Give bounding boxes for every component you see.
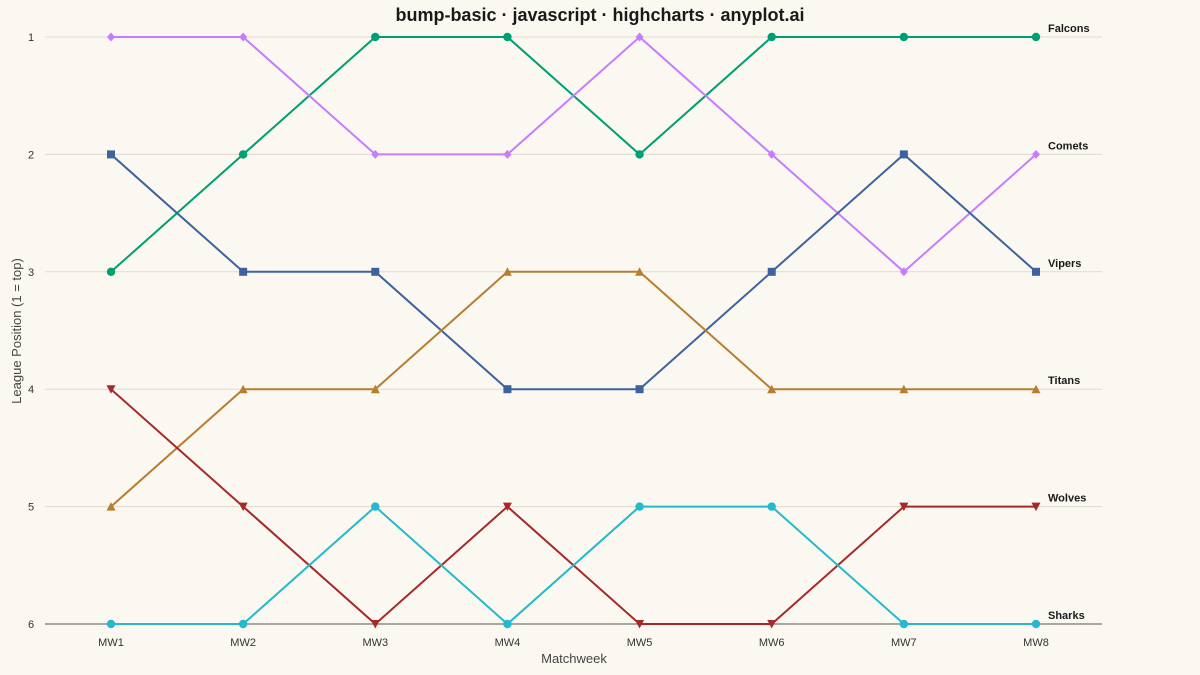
axes: 1 2 3 4 5 6 MW1 MW2 MW3 MW4 MW5 MW6 MW7 MW8 [28, 32, 1102, 649]
y-tick-label: 2 [28, 149, 34, 161]
x-tick-label: MW7 [891, 637, 917, 649]
y-tick-label: 6 [28, 619, 34, 631]
data-point [371, 149, 380, 159]
data-point [767, 502, 776, 511]
data-point [767, 620, 777, 629]
data-point [1032, 149, 1040, 159]
series-vipers: Vipers [107, 150, 1081, 394]
series-end-label: Falcons [1048, 23, 1090, 35]
series-line [111, 35, 1037, 274]
data-point [1032, 267, 1040, 276]
data-point [635, 620, 645, 629]
x-tick-label: MW6 [759, 637, 785, 649]
data-point [106, 385, 116, 394]
x-axis-label: Matchweek [541, 651, 607, 666]
data-point [503, 619, 512, 629]
data-point [503, 149, 512, 159]
data-point [767, 267, 776, 276]
data-point [238, 619, 248, 629]
series-end-label: Comets [1048, 140, 1088, 152]
data-point [107, 150, 115, 159]
data-point [238, 502, 248, 512]
data-point [1031, 502, 1041, 512]
data-point [899, 267, 908, 277]
data-point [238, 384, 248, 394]
data-point [635, 267, 645, 276]
data-point [635, 32, 644, 42]
data-point [106, 502, 116, 511]
data-point [635, 150, 644, 159]
x-tick-label: MW3 [362, 637, 388, 649]
data-point [503, 385, 512, 394]
series-end-label: Titans [1048, 375, 1080, 387]
data-point [899, 619, 909, 629]
data-point [899, 32, 909, 42]
series-group: Falcons Comets Vipers Titans Wolves Sharks [106, 23, 1090, 629]
x-tick-label: MW8 [1023, 637, 1049, 649]
series-end-label: Wolves [1048, 493, 1086, 505]
data-point [635, 385, 644, 394]
series-line [110, 153, 1037, 391]
x-tick-label: MW4 [495, 637, 521, 649]
series-end-label: Sharks [1048, 610, 1085, 622]
y-tick-label: 4 [28, 384, 34, 396]
data-point [767, 32, 776, 42]
data-point [899, 502, 909, 512]
data-point [107, 32, 115, 42]
y-tick-label: 1 [28, 32, 34, 44]
data-point [239, 32, 248, 42]
data-point [371, 32, 380, 42]
data-point [238, 150, 248, 159]
data-point [106, 619, 116, 629]
chart-title: bump-basic · javascript · highcharts · a… [395, 5, 804, 25]
data-point [239, 267, 248, 276]
data-point [1031, 384, 1041, 394]
data-point [502, 502, 512, 512]
data-point [370, 620, 380, 629]
x-tick-label: MW1 [98, 637, 124, 649]
y-axis-label: League Position (1 = top) [9, 258, 24, 404]
series-line [111, 505, 1036, 626]
y-tick-label: 5 [28, 502, 34, 514]
data-point [899, 384, 909, 394]
data-point [106, 267, 116, 276]
series-titans: Titans [106, 267, 1080, 511]
data-point [767, 149, 776, 159]
x-tick-label: MW5 [627, 637, 653, 649]
data-point [635, 502, 644, 511]
data-point [1031, 619, 1041, 629]
data-point [371, 502, 380, 511]
data-point [899, 150, 908, 159]
data-point [1031, 32, 1041, 42]
x-tick-label: MW2 [230, 637, 256, 649]
data-point [503, 32, 512, 42]
series-end-label: Vipers [1048, 258, 1081, 270]
data-point [370, 384, 380, 394]
data-point [371, 267, 380, 276]
data-point [502, 267, 512, 276]
series-comets: Comets [107, 32, 1088, 277]
data-point [767, 384, 777, 394]
series-sharks: Sharks [106, 502, 1085, 629]
series-line [110, 270, 1036, 508]
y-tick-label: 3 [28, 267, 34, 279]
